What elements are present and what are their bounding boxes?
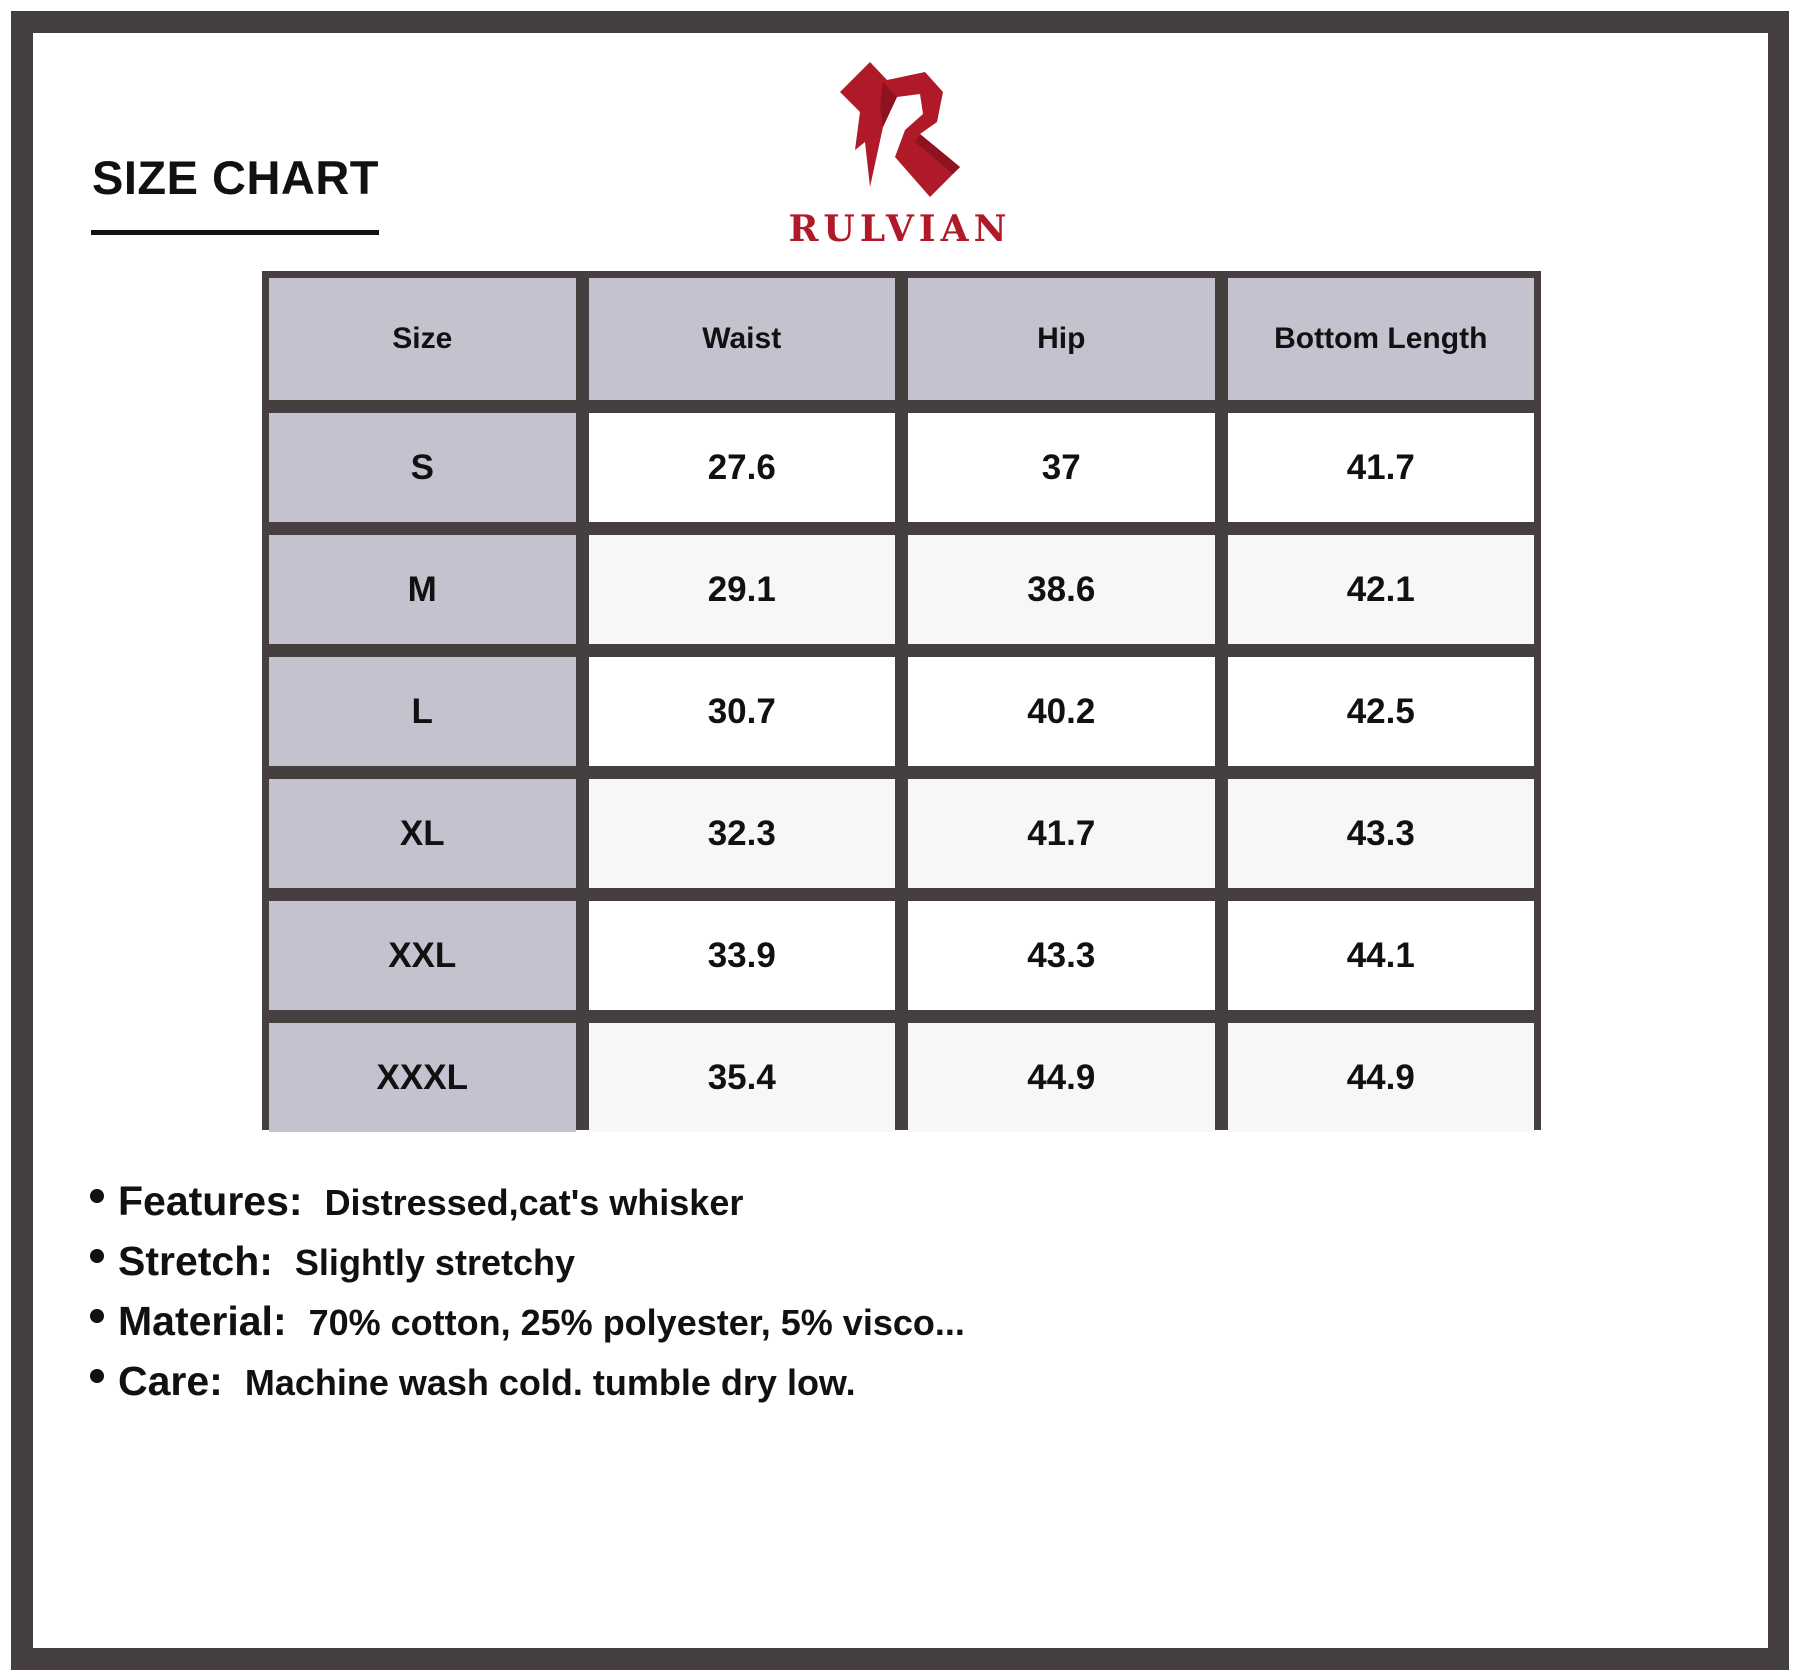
cell-waist: 30.7 [588,657,895,766]
cell-bottom-length: 43.3 [1227,779,1534,888]
feature-item-stretch: Stretch: Slightly stretchy [90,1238,965,1298]
table-row: XXL 33.9 43.3 44.1 [269,901,1534,1010]
header-bottom-length: Bottom Length [1227,278,1534,400]
table-header-row: Size Waist Hip Bottom Length [269,278,1534,400]
cell-size: S [269,413,576,522]
cell-size: M [269,535,576,644]
cell-bottom-length: 41.7 [1227,413,1534,522]
title-underline [91,230,379,235]
cell-bottom-length: 42.1 [1227,535,1534,644]
brand-name: RULVIAN [788,208,1012,250]
bullet-icon [90,1309,104,1323]
table-row: L 30.7 40.2 42.5 [269,657,1534,766]
page-title: SIZE CHART [92,151,379,204]
cell-waist: 32.3 [588,779,895,888]
cell-bottom-length: 44.9 [1227,1023,1534,1132]
feature-label: Material: [118,1298,287,1344]
size-table: Size Waist Hip Bottom Length S 27.6 37 4… [262,271,1541,1132]
header-waist: Waist [588,278,895,400]
feature-value: Machine wash cold. tumble dry low. [244,1362,856,1403]
cell-hip: 41.7 [908,779,1215,888]
cell-waist: 33.9 [588,901,895,1010]
cell-size: XL [269,779,576,888]
table-row: XL 32.3 41.7 43.3 [269,779,1534,888]
bullet-icon [90,1189,104,1203]
cell-waist: 27.6 [588,413,895,522]
bullet-icon [90,1369,104,1383]
cell-waist: 29.1 [588,535,895,644]
feature-value: Slightly stretchy [294,1242,575,1283]
cell-hip: 38.6 [908,535,1215,644]
cell-bottom-length: 42.5 [1227,657,1534,766]
feature-item-features: Features: Distressed,cat's whisker [90,1178,965,1238]
cell-size: L [269,657,576,766]
cell-waist: 35.4 [588,1023,895,1132]
table-row: XXXL 35.4 44.9 44.9 [269,1023,1534,1132]
cell-size: XXL [269,901,576,1010]
feature-item-care: Care: Machine wash cold. tumble dry low. [90,1358,965,1418]
feature-value: Distressed,cat's whisker [324,1182,744,1223]
feature-label: Features: [118,1178,303,1224]
feature-value: 70% cotton, 25% polyester, 5% visco... [308,1302,965,1343]
product-features-list: Features: Distressed,cat's whisker Stret… [90,1178,965,1418]
cell-hip: 44.9 [908,1023,1215,1132]
cell-bottom-length: 44.1 [1227,901,1534,1010]
cell-hip: 43.3 [908,901,1215,1010]
header-size: Size [269,278,576,400]
cell-hip: 40.2 [908,657,1215,766]
table-row: M 29.1 38.6 42.1 [269,535,1534,644]
header-hip: Hip [908,278,1215,400]
table-row: S 27.6 37 41.7 [269,413,1534,522]
feature-label: Stretch: [118,1238,273,1284]
feature-item-material: Material: 70% cotton, 25% polyester, 5% … [90,1298,965,1358]
feature-label: Care: [118,1358,223,1404]
cell-size: XXXL [269,1023,576,1132]
bullet-icon [90,1249,104,1263]
brand-logo-icon [840,62,960,197]
cell-hip: 37 [908,413,1215,522]
